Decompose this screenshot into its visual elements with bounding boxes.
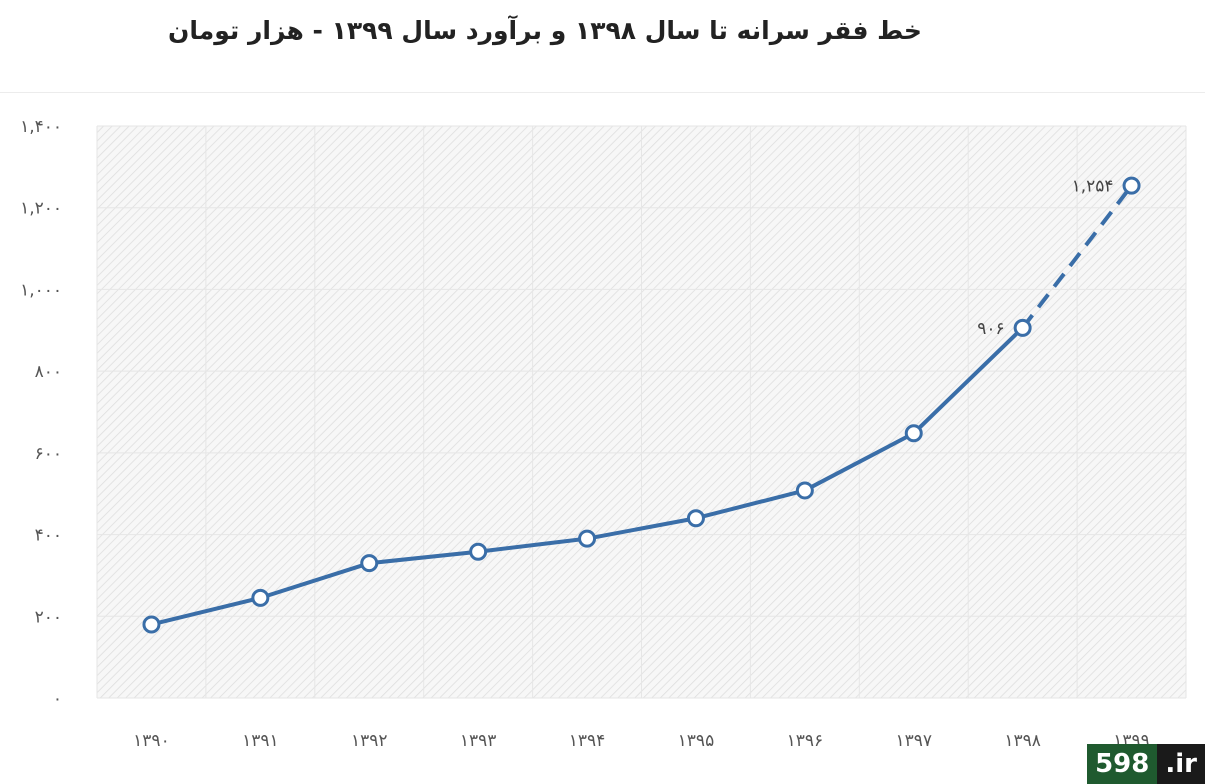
data-point bbox=[1122, 176, 1141, 195]
data-point bbox=[251, 588, 270, 607]
site-watermark: 598 .ir bbox=[1087, 744, 1205, 784]
data-labels: ۹۰۶ ۱,۲۵۴ bbox=[977, 177, 1113, 339]
data-point bbox=[795, 481, 814, 500]
x-tick-label: ۱۳۹۴ bbox=[569, 731, 606, 751]
y-tick-label: ۴۰۰ bbox=[35, 526, 62, 546]
x-tick-label: ۱۳۹۶ bbox=[787, 731, 824, 751]
data-point bbox=[360, 554, 379, 573]
series-points bbox=[142, 176, 1141, 634]
y-tick-label: ۱,۴۰۰ bbox=[20, 117, 62, 137]
x-tick-label: ۱۳۹۷ bbox=[895, 731, 932, 751]
y-tick-label: ۲۰۰ bbox=[35, 607, 62, 627]
x-tick-label: ۱۳۹۲ bbox=[351, 731, 388, 751]
x-tick-label: ۱۳۹۵ bbox=[678, 731, 715, 751]
watermark-tld: .ir bbox=[1157, 744, 1205, 784]
data-point bbox=[142, 615, 161, 634]
data-point bbox=[469, 542, 488, 561]
data-point bbox=[686, 509, 705, 528]
series-line-estimated bbox=[1021, 184, 1134, 330]
data-label: ۹۰۶ bbox=[977, 319, 1004, 339]
data-label: ۱,۲۵۴ bbox=[1072, 177, 1114, 197]
y-tick-label: ۶۰۰ bbox=[35, 444, 62, 464]
data-point bbox=[1013, 318, 1032, 337]
data-point bbox=[904, 424, 923, 443]
y-tick-label: ۸۰۰ bbox=[35, 362, 62, 382]
x-tick-label: ۱۳۹۸ bbox=[1004, 731, 1041, 751]
x-tick-label: ۱۳۹۰ bbox=[133, 731, 170, 751]
y-tick-label: ۱,۲۰۰ bbox=[20, 199, 62, 219]
gridlines bbox=[96, 125, 1187, 699]
title-divider bbox=[0, 92, 1205, 93]
x-axis-ticks: ۱۳۹۰ ۱۳۹۱ ۱۳۹۲ ۱۳۹۳ ۱۳۹۴ ۱۳۹۵ ۱۳۹۶ ۱۳۹۷ ۱۳۹۸ ۱۳۹۹ bbox=[133, 731, 1150, 751]
chart-title: خط فقر سرانه تا سال ۱۳۹۸ و برآورد سال ۱۳… bbox=[168, 16, 922, 45]
data-point bbox=[578, 529, 597, 548]
x-tick-label: ۱۳۹۱ bbox=[242, 731, 279, 751]
x-tick-label: ۱۳۹۳ bbox=[460, 731, 497, 751]
watermark-number: 598 bbox=[1087, 744, 1158, 784]
y-axis-ticks: ۰ ۲۰۰ ۴۰۰ ۶۰۰ ۸۰۰ ۱,۰۰۰ ۱,۲۰۰ ۱,۴۰۰ bbox=[20, 117, 62, 709]
y-tick-label: ۱,۰۰۰ bbox=[20, 280, 62, 300]
y-tick-label: ۰ bbox=[53, 689, 62, 709]
